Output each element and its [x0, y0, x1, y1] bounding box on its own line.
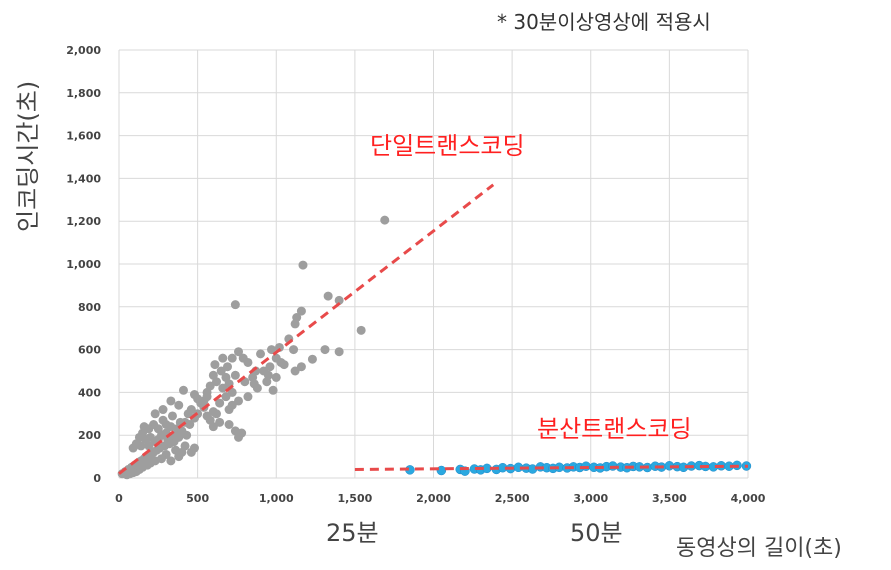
single-transcoding-point [227, 387, 237, 397]
distributed-transcoding-point [436, 465, 447, 476]
single-transcoding-point [122, 470, 132, 480]
x-axis-label: 동영상의 길이(초) [676, 536, 842, 561]
x-tick-label: 1,500 [337, 492, 372, 505]
single-transcoding-point [320, 345, 330, 355]
single-transcoding-point [289, 345, 299, 355]
single-transcoding-point [256, 349, 266, 359]
y-tick-label: 2,000 [66, 44, 101, 57]
single-transcoding-point [215, 417, 225, 427]
duration-marker-25min: 25분 [326, 519, 379, 547]
single-transcoding-point [215, 398, 225, 408]
single-transcoding-point [163, 434, 173, 444]
x-tick-label: 2,000 [416, 492, 451, 505]
single-transcoding-point [186, 447, 196, 457]
single-transcoding-point [356, 325, 366, 335]
y-tick-label: 600 [78, 344, 101, 357]
single-transcoding-point [380, 215, 390, 225]
single-transcoding-point [296, 306, 306, 316]
single-transcoding-point [268, 385, 278, 395]
single-transcoding-point [210, 360, 220, 370]
y-tick-label: 1,600 [66, 130, 101, 143]
single-transcoding-point [307, 354, 317, 364]
single-transcoding-point [274, 342, 284, 352]
single-transcoding-point [139, 422, 149, 432]
single-transcoding-point [166, 396, 176, 406]
single-transcoding-point [334, 347, 344, 357]
y-axis-label: 인코딩시간(초) [14, 80, 42, 232]
y-tick-label: 1,200 [66, 215, 101, 228]
single-transcoding-point [202, 392, 212, 402]
y-tick-label: 200 [78, 429, 101, 442]
duration-marker-50min: 50분 [570, 519, 623, 547]
single-transcoding-point [158, 405, 168, 415]
single-transcoding-point [267, 345, 277, 355]
single-transcoding-point [218, 383, 228, 393]
single-transcoding-point [249, 379, 259, 389]
chart-note: * 30분이상영상에 적용시 [497, 10, 711, 34]
single-transcoding-trendline [118, 183, 495, 475]
x-tick-label: 2,500 [495, 492, 530, 505]
single-transcoding-point [205, 415, 215, 425]
single-transcoding-point [144, 441, 154, 451]
single-transcoding-point [323, 291, 333, 301]
single-transcoding-point [185, 420, 195, 429]
y-tick-label: 1,000 [66, 258, 101, 271]
single-transcoding-point [234, 347, 244, 357]
single-transcoding-point [128, 443, 138, 453]
single-transcoding-point [211, 377, 221, 387]
single-transcoding-point [186, 405, 196, 415]
y-tick-label: 800 [78, 301, 101, 314]
single-transcoding-point [150, 409, 160, 419]
single-transcoding-point [227, 353, 237, 363]
single-transcoding-point [227, 400, 237, 410]
single-transcoding-point [174, 452, 184, 462]
y-tick-label: 0 [93, 472, 101, 485]
single-transcoding-point [174, 400, 184, 410]
x-tick-label: 3,500 [652, 492, 687, 505]
single-transcoding-point [216, 366, 226, 376]
y-tick-label: 400 [78, 386, 101, 399]
single-transcoding-point [263, 370, 273, 380]
single-transcoding-point [243, 392, 253, 402]
single-transcoding-point [230, 370, 240, 380]
x-tick-label: 4,000 [731, 492, 766, 505]
single-transcoding-point [224, 420, 234, 429]
single-transcoding-point [243, 357, 253, 367]
single-transcoding-point [298, 260, 308, 270]
x-tick-label: 1,000 [259, 492, 294, 505]
series-label-single-transcoding: 단일트랜스코딩 [370, 132, 525, 160]
single-transcoding-point [265, 362, 275, 372]
single-transcoding-point [234, 432, 244, 442]
x-tick-label: 3,000 [573, 492, 608, 505]
x-tick-label: 0 [115, 492, 123, 505]
single-transcoding-point [166, 456, 176, 466]
y-tick-label: 1,800 [66, 87, 101, 100]
single-transcoding-point [180, 441, 190, 451]
single-transcoding-point [182, 430, 192, 440]
single-transcoding-point [290, 319, 300, 329]
single-transcoding-point [230, 300, 240, 310]
single-transcoding-point [290, 366, 300, 376]
single-transcoding-point [234, 396, 244, 406]
single-transcoding-point [218, 353, 228, 363]
single-transcoding-point [167, 411, 177, 421]
single-transcoding-point [334, 295, 344, 305]
single-transcoding-point [296, 362, 306, 372]
single-transcoding-point [221, 392, 231, 402]
single-transcoding-point [223, 362, 233, 372]
single-transcoding-point [178, 385, 188, 395]
single-transcoding-point [136, 441, 146, 451]
single-transcoding-point [211, 409, 221, 419]
single-transcoding-point [276, 357, 286, 367]
single-transcoding-point [271, 372, 281, 382]
x-tick-label: 500 [186, 492, 209, 505]
series-label-distributed-transcoding: 분산트랜스코딩 [537, 415, 692, 443]
distributed-transcoding-trendline [354, 464, 749, 471]
y-tick-label: 1,400 [66, 172, 101, 185]
